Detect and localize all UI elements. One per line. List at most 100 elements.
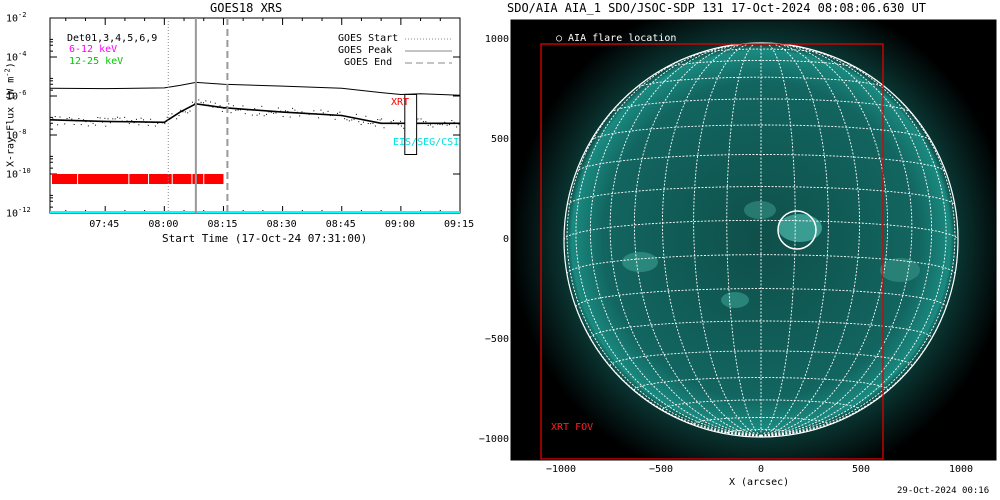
goes-noise-point <box>153 122 154 123</box>
legend-12-25kev: 12-25 keV <box>69 56 123 67</box>
latitude-gridline <box>665 60 858 68</box>
goes-noise-point <box>155 126 156 127</box>
longitude-gridline <box>761 44 888 436</box>
legend-6-12kev: 6-12 keV <box>69 44 117 55</box>
aia-y-tick: 500 <box>471 134 509 145</box>
goes-noise-point <box>337 113 338 114</box>
longitude-gridline <box>761 44 860 436</box>
longitude-gridline <box>761 46 932 436</box>
goes-noise-point <box>176 118 177 119</box>
aia-y-tick: −1000 <box>471 434 509 445</box>
goes-noise-point <box>129 123 130 124</box>
goes-noise-point <box>238 110 239 111</box>
goes-noise-point <box>59 117 60 118</box>
legend-detectors: Det01,3,4,5,6,9 <box>67 33 157 44</box>
goes-noise-point <box>247 110 248 111</box>
aia-y-tick: 0 <box>471 234 509 245</box>
goes-noise-point <box>67 118 68 119</box>
goes-noise-point <box>283 116 284 117</box>
latitude-gridline <box>636 77 886 88</box>
aia-y-tick: 1000 <box>471 34 509 45</box>
goes-noise-point <box>198 99 199 100</box>
active-region <box>622 252 658 272</box>
goes-noise-point <box>280 111 281 112</box>
latitude-gridline <box>611 99 911 113</box>
goes-noise-point <box>278 108 279 109</box>
active-region <box>778 214 822 242</box>
goes-noise-point <box>117 117 118 118</box>
goes-noise-point <box>180 110 181 111</box>
longitude-gridline <box>761 44 912 436</box>
goes-noise-point <box>57 124 58 125</box>
goes-noise-point <box>134 122 135 123</box>
goes-noise-point <box>430 124 431 125</box>
goes-noise-point <box>325 114 326 115</box>
goes-noise-point <box>421 118 422 119</box>
aia-image-background <box>511 20 996 460</box>
goes-noise-point <box>342 115 343 116</box>
goes-noise-point <box>313 110 314 111</box>
goes-noise-point <box>112 118 113 119</box>
x-tick-label: 08:15 <box>207 219 237 230</box>
goes-noise-point <box>235 110 236 111</box>
goes-noise-point <box>210 101 211 102</box>
goes-noise-point <box>346 119 347 120</box>
longitude-gridline <box>727 43 761 436</box>
xrt-label: XRT <box>391 97 409 108</box>
goes-noise-point <box>356 114 357 115</box>
flare-location-marker <box>778 211 816 249</box>
goes-noise-point <box>440 124 441 125</box>
goes-noise-point <box>228 103 229 104</box>
longitude-gridline <box>590 46 761 436</box>
latitude-gridline <box>567 255 955 274</box>
latitude-gridline <box>564 220 958 240</box>
goes-noise-point <box>164 123 165 124</box>
goes-noise-point <box>423 121 424 122</box>
latitude-gridline <box>576 289 946 307</box>
latitude-gridline <box>590 321 931 338</box>
latitude-gridline <box>694 418 829 425</box>
goes-noise-point <box>119 118 120 119</box>
active-region <box>744 201 776 219</box>
latitude-gridline <box>634 378 887 391</box>
goes-noise-point <box>361 124 362 125</box>
goes-noise-point <box>304 112 305 113</box>
goes-long-channel-line <box>50 82 460 95</box>
goes-noise-point <box>145 122 146 123</box>
goes-noise-point <box>420 123 421 124</box>
flare-location-legend: ○ AIA flare location <box>556 33 676 44</box>
goes-noise-point <box>271 112 272 113</box>
y-axis-label: X-ray Flux (W m-2) <box>3 55 16 175</box>
x-tick-label: 08:45 <box>326 219 356 230</box>
longitude-gridline <box>564 240 761 436</box>
goes-noise-point <box>370 123 371 124</box>
goes-noise-point <box>437 124 438 125</box>
goes-noise-point <box>124 117 125 118</box>
goes-noise-point <box>252 115 253 116</box>
goes-noise-point <box>95 125 96 126</box>
goes-noise-point <box>358 121 359 122</box>
goes-noise-point <box>449 124 450 125</box>
goes-noise-point <box>451 120 452 121</box>
goes-noise-point <box>320 110 321 111</box>
goes-noise-point <box>403 128 404 129</box>
goes-noise-point <box>71 119 72 120</box>
goes-noise-point <box>169 118 170 119</box>
goes-noise-point <box>90 121 91 122</box>
goes-noise-point <box>391 121 392 122</box>
legend-goes-end: GOES End <box>344 57 392 68</box>
goes-noise-point <box>328 111 329 112</box>
goes-noise-point <box>368 123 369 124</box>
goes-noise-point <box>249 109 250 110</box>
longitude-gridline <box>663 44 762 436</box>
goes-noise-point <box>447 125 448 126</box>
longitude-gridline <box>761 44 828 437</box>
goes-noise-point <box>417 118 418 119</box>
aia-x-tick: 0 <box>736 464 786 475</box>
goes-noise-point <box>309 114 310 115</box>
goes-noise-point <box>217 107 218 108</box>
eis-label: EIS/SEG/CSI <box>393 137 459 148</box>
goes-noise-point <box>208 105 209 106</box>
longitude-gridline <box>694 44 761 437</box>
goes-noise-point <box>375 126 376 127</box>
